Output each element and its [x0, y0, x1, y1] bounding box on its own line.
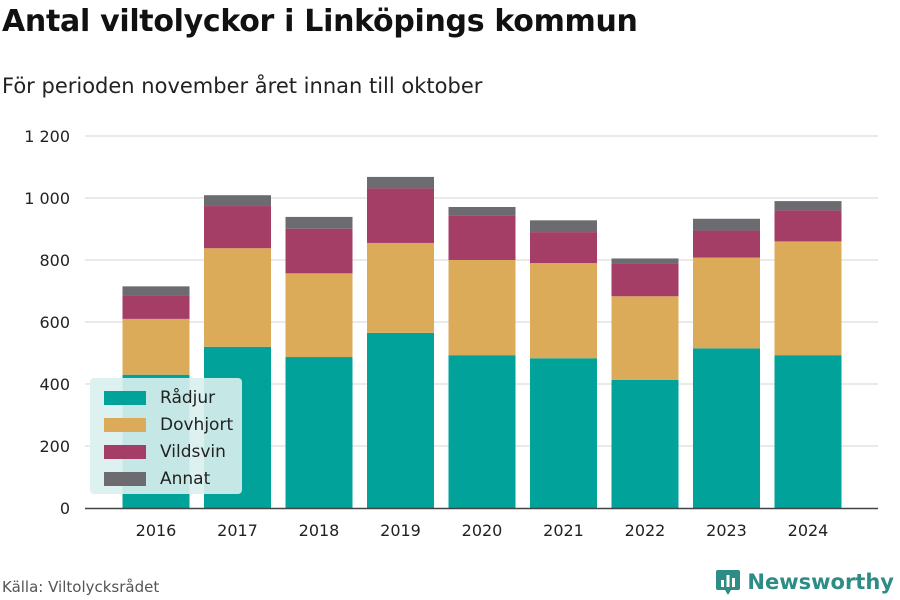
- x-tick-label: 2017: [217, 521, 258, 540]
- bar-segment-vildsvin-2019[interactable]: [367, 188, 434, 243]
- legend: Rådjur Dovhjort Vildsvin Annat: [90, 378, 242, 494]
- x-tick-label: 2021: [543, 521, 584, 540]
- legend-item-dovhjort[interactable]: Dovhjort: [104, 411, 242, 438]
- y-axis-labels: 0 200 400 600 800 1 000 1 200: [24, 127, 70, 518]
- legend-item-radjur[interactable]: Rådjur: [104, 384, 242, 411]
- bar-segment-dovhjort-2024[interactable]: [774, 241, 842, 356]
- bar-segment-radjur-2021[interactable]: [530, 358, 597, 508]
- x-tick-label: 2016: [136, 521, 177, 540]
- bar-segment-vildsvin-2017[interactable]: [204, 206, 271, 249]
- chart-subtitle: För perioden november året innan till ok…: [2, 74, 483, 98]
- legend-item-annat[interactable]: Annat: [104, 465, 242, 492]
- legend-label-vildsvin: Vildsvin: [160, 441, 226, 462]
- bar-segment-vildsvin-2024[interactable]: [774, 210, 842, 242]
- x-tick-label: 2018: [299, 521, 340, 540]
- bar-segment-annat-2020[interactable]: [448, 206, 516, 216]
- bar-segment-vildsvin-2018[interactable]: [285, 228, 353, 274]
- bar-segment-annat-2024[interactable]: [774, 201, 842, 211]
- bar-segment-dovhjort-2017[interactable]: [204, 248, 271, 347]
- legend-item-vildsvin[interactable]: Vildsvin: [104, 438, 242, 465]
- x-tick-label: 2023: [706, 521, 747, 540]
- source-note: Källa: Viltolycksrådet: [2, 578, 160, 596]
- bar-segment-annat-2019[interactable]: [367, 176, 434, 189]
- bar-segment-annat-2017[interactable]: [204, 195, 271, 207]
- bar-chart-icon: [716, 570, 741, 595]
- x-tick-label: 2019: [380, 521, 421, 540]
- bar-segment-radjur-2018[interactable]: [285, 357, 353, 508]
- bar-segment-dovhjort-2020[interactable]: [448, 260, 516, 356]
- x-tick-label: 2024: [788, 521, 829, 540]
- bar-segment-annat-2018[interactable]: [285, 216, 353, 229]
- bar-segment-radjur-2022[interactable]: [611, 379, 679, 508]
- bar-segment-dovhjort-2023[interactable]: [693, 257, 760, 349]
- bar-segment-radjur-2019[interactable]: [367, 332, 434, 508]
- bar-segment-vildsvin-2023[interactable]: [693, 230, 760, 258]
- legend-label-radjur: Rådjur: [160, 387, 216, 408]
- legend-swatch-radjur: [104, 390, 146, 405]
- bar-segment-vildsvin-2016[interactable]: [122, 295, 190, 319]
- bar-segment-vildsvin-2020[interactable]: [448, 215, 516, 260]
- bar-segment-dovhjort-2021[interactable]: [530, 263, 597, 359]
- bar-segment-radjur-2023[interactable]: [693, 348, 760, 508]
- brand-logo[interactable]: Newsworthy: [715, 568, 894, 596]
- bar-segment-vildsvin-2021[interactable]: [530, 232, 597, 264]
- legend-swatch-dovhjort: [104, 417, 146, 432]
- bar-segment-dovhjort-2022[interactable]: [611, 296, 679, 380]
- y-tick-label: 400: [39, 375, 70, 394]
- bar-segment-annat-2023[interactable]: [693, 218, 760, 231]
- legend-swatch-vildsvin: [104, 444, 146, 459]
- bar-segment-dovhjort-2016[interactable]: [122, 318, 190, 375]
- y-tick-label: 800: [39, 251, 70, 270]
- y-tick-label: 1 200: [24, 127, 70, 146]
- y-tick-label: 200: [39, 437, 70, 456]
- x-tick-label: 2022: [625, 521, 666, 540]
- bar-segment-radjur-2020[interactable]: [448, 355, 516, 508]
- y-tick-label: 0: [60, 499, 70, 518]
- bar-segment-vildsvin-2022[interactable]: [611, 263, 679, 297]
- bar-segment-annat-2022[interactable]: [611, 258, 679, 264]
- x-axis-labels: 2016 2017 2018 2019 2020 2021 2022 2023 2024: [136, 521, 829, 540]
- legend-label-dovhjort: Dovhjort: [160, 414, 234, 435]
- bar-segment-dovhjort-2019[interactable]: [367, 242, 434, 333]
- chart-title: Antal viltolyckor i Linköpings kommun: [2, 4, 638, 39]
- y-tick-label: 600: [39, 313, 70, 332]
- bar-segment-dovhjort-2018[interactable]: [285, 273, 353, 358]
- legend-swatch-annat: [104, 471, 146, 486]
- bar-segment-radjur-2024[interactable]: [774, 355, 842, 508]
- legend-label-annat: Annat: [160, 468, 211, 489]
- y-tick-label: 1 000: [24, 189, 70, 208]
- bar-segment-annat-2021[interactable]: [530, 220, 597, 233]
- x-tick-label: 2020: [462, 521, 503, 540]
- bar-segment-annat-2016[interactable]: [122, 286, 190, 296]
- brand-name: Newsworthy: [747, 570, 894, 594]
